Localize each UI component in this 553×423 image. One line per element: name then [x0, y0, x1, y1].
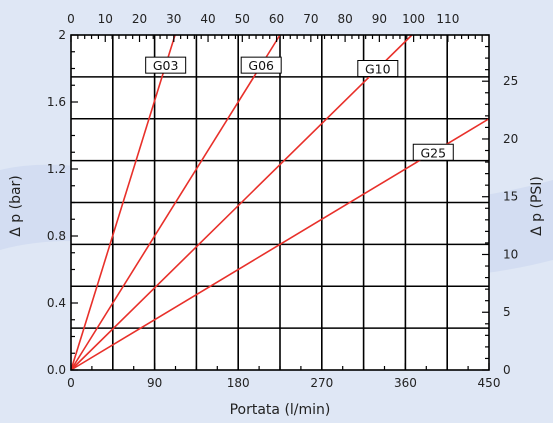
series-label-box-g06	[240, 56, 282, 74]
right-tick-label: 15	[503, 190, 518, 204]
x-tick-label: 0	[67, 376, 75, 390]
series-label-g10: G10	[365, 62, 391, 77]
top-tick-label: 90	[372, 12, 387, 26]
top-tick-label: 70	[303, 12, 318, 26]
series-line-g06	[70, 34, 281, 371]
top-tick-label: 50	[235, 12, 250, 26]
top-tick-label: 40	[200, 12, 215, 26]
series-label-box-g03	[145, 56, 187, 74]
top-tick-label: 10	[98, 12, 113, 26]
y-tick-label: 1.2	[47, 162, 66, 176]
top-tick-label: 30	[166, 12, 181, 26]
y-axis-title: Δ p (bar)	[8, 175, 24, 237]
x-tick-label: 450	[478, 376, 501, 390]
series-line-g10	[70, 34, 413, 371]
right-tick-label: 5	[503, 305, 511, 319]
y-tick-label: 1.6	[47, 95, 66, 109]
right-tick-label: 10	[503, 247, 518, 261]
x-tick-label: 270	[310, 376, 333, 390]
top-tick-label: 20	[132, 12, 147, 26]
x-tick-label: 90	[147, 376, 162, 390]
y-tick-label: 2	[58, 28, 66, 42]
y-tick-label: 0.4	[47, 296, 66, 310]
series-label-g03: G03	[153, 58, 179, 73]
series-label-box-g10	[357, 60, 399, 77]
series-label-box-g25	[412, 143, 454, 161]
right-tick-label: 0	[503, 363, 511, 377]
top-tick-label: 80	[337, 12, 352, 26]
top-tick-label: 110	[436, 12, 459, 26]
x-axis-title: Portata (l/min)	[230, 402, 331, 418]
top-tick-label: 60	[269, 12, 284, 26]
x-tick-label: 180	[227, 376, 250, 390]
y-tick-label: 0.0	[47, 363, 66, 377]
top-tick-label: 0	[67, 12, 75, 26]
series-line-g03	[70, 34, 176, 371]
series-label-g06: G06	[248, 58, 274, 73]
top-tick-label: 100	[402, 12, 425, 26]
right-axis-title: Δ p (PSI)	[529, 176, 545, 236]
x-tick-label: 360	[394, 376, 417, 390]
series-label-g25: G25	[420, 145, 446, 160]
y-tick-label: 0.8	[47, 229, 66, 243]
right-tick-label: 25	[503, 74, 518, 88]
right-tick-label: 20	[503, 132, 518, 146]
